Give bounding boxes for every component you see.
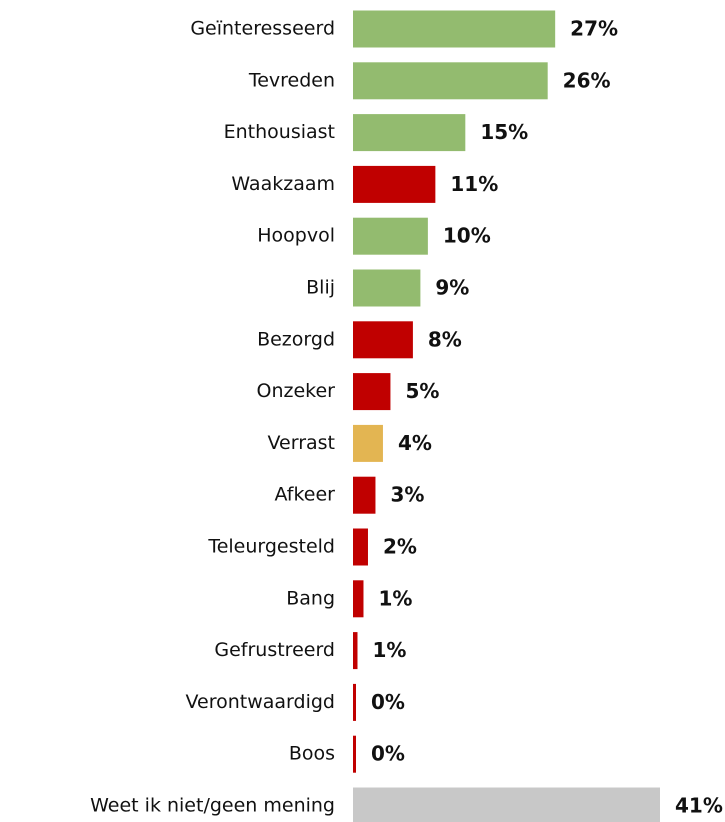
value-label: 2% xyxy=(383,535,417,559)
category-label: Geïnteresseerd xyxy=(190,18,335,40)
bar xyxy=(353,114,466,152)
category-label: Weet ik niet/geen mening xyxy=(90,795,335,817)
value-label: 41% xyxy=(675,794,723,818)
bar xyxy=(353,269,421,307)
category-label: Bang xyxy=(286,587,335,609)
category-label: Verrast xyxy=(268,432,336,454)
bar xyxy=(353,476,376,514)
bar xyxy=(353,683,356,721)
bar xyxy=(353,580,364,618)
bar xyxy=(353,373,391,411)
value-label: 10% xyxy=(443,224,491,248)
category-label: Boos xyxy=(289,743,335,765)
value-label: 5% xyxy=(405,379,439,403)
value-label: 1% xyxy=(372,638,406,662)
bar xyxy=(353,424,383,462)
category-label: Blij xyxy=(306,277,335,299)
bar xyxy=(353,217,428,255)
value-label: 8% xyxy=(428,327,462,351)
bar xyxy=(353,735,356,773)
category-label: Onzeker xyxy=(257,380,336,402)
value-label: 15% xyxy=(480,120,528,144)
category-label: Teleurgesteld xyxy=(207,536,335,558)
category-label: Hoopvol xyxy=(257,225,335,247)
value-label: 27% xyxy=(570,17,618,41)
category-label: Verontwaardigd xyxy=(186,691,336,713)
bar xyxy=(353,321,413,359)
category-label: Waakzaam xyxy=(231,173,335,195)
bar xyxy=(353,62,548,100)
bar xyxy=(353,632,358,670)
category-label: Afkeer xyxy=(274,484,335,506)
category-label: Tevreden xyxy=(248,69,335,91)
value-label: 0% xyxy=(371,742,405,766)
bar xyxy=(353,10,556,48)
bar xyxy=(353,528,368,566)
value-label: 1% xyxy=(378,586,412,610)
value-label: 26% xyxy=(563,68,611,92)
value-label: 9% xyxy=(435,276,469,300)
bar xyxy=(353,787,660,822)
value-label: 3% xyxy=(390,483,424,507)
bar xyxy=(353,165,436,203)
category-label: Bezorgd xyxy=(257,328,335,350)
value-label: 0% xyxy=(371,690,405,714)
category-label: Enthousiast xyxy=(224,121,335,143)
value-label: 4% xyxy=(398,431,432,455)
category-label: Gefrustreerd xyxy=(214,639,335,661)
value-label: 11% xyxy=(450,172,498,196)
